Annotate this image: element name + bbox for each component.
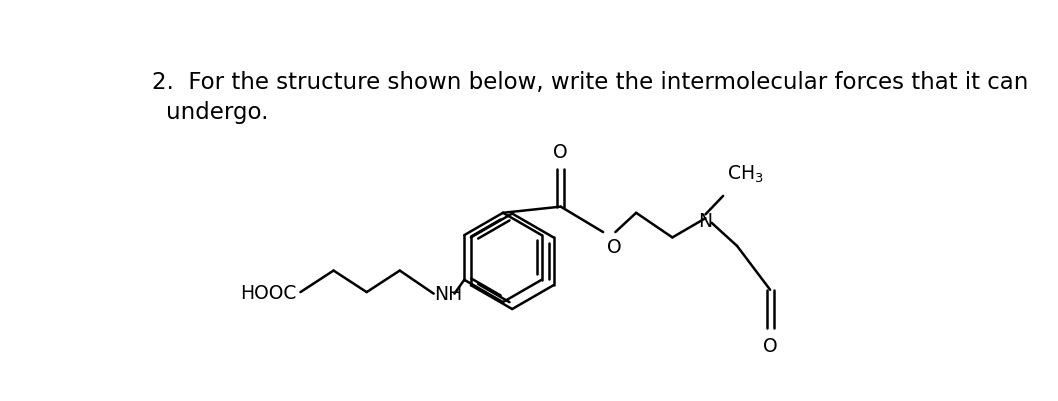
Text: undergo.: undergo. <box>166 100 268 123</box>
Text: 2.  For the structure shown below, write the intermolecular forces that it can: 2. For the structure shown below, write … <box>152 71 1028 94</box>
Text: O: O <box>553 143 568 162</box>
Text: HOOC: HOOC <box>240 283 296 302</box>
Text: CH$_3$: CH$_3$ <box>727 163 764 184</box>
Text: O: O <box>607 237 621 256</box>
Text: O: O <box>763 336 778 355</box>
Text: NH: NH <box>434 284 462 304</box>
Text: N: N <box>698 211 712 231</box>
